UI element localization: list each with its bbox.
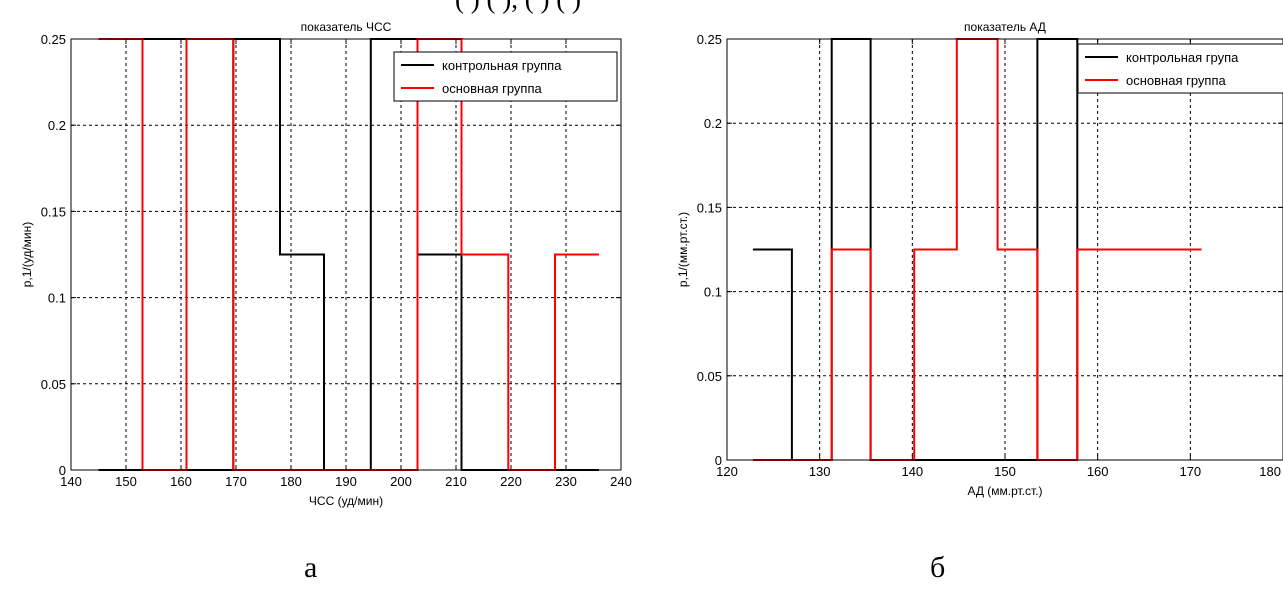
chart-2 bbox=[726, 38, 1283, 461]
legend-label: основная группа bbox=[1126, 73, 1227, 88]
legend-box bbox=[393, 51, 618, 102]
y-tick-label: 0.15 bbox=[697, 200, 722, 215]
chart-title: показатель ЧСС bbox=[301, 20, 392, 34]
y-tick-label: 0.1 bbox=[704, 285, 722, 300]
x-tick-label: 170 bbox=[225, 474, 247, 489]
x-tick-label: 210 bbox=[445, 474, 467, 489]
x-tick-label: 160 bbox=[170, 474, 192, 489]
x-tick-label: 150 bbox=[994, 464, 1016, 479]
x-tick-label: 220 bbox=[500, 474, 522, 489]
header-text-fragment: ( ) ( ), ( ) ( ) bbox=[455, 0, 1215, 14]
x-tick-label: 120 bbox=[716, 464, 738, 479]
y-tick-label: 0.05 bbox=[41, 377, 66, 392]
y-tick-label: 0.15 bbox=[41, 204, 66, 219]
x-tick-label: 150 bbox=[115, 474, 137, 489]
x-tick-label: 140 bbox=[901, 464, 923, 479]
legend-label: основная группа bbox=[442, 81, 543, 96]
y-tick-label: 0.25 bbox=[697, 32, 722, 47]
y-tick-label: 0 bbox=[59, 463, 66, 478]
x-axis-label: АД (мм.рт.ст.) bbox=[967, 484, 1042, 498]
series-line-main bbox=[752, 38, 1202, 461]
x-tick-label: 240 bbox=[610, 474, 632, 489]
legend-box bbox=[1077, 43, 1283, 94]
x-tick-label: 130 bbox=[809, 464, 831, 479]
x-tick-label: 230 bbox=[555, 474, 577, 489]
y-tick-label: 0.25 bbox=[41, 32, 66, 47]
y-axis-label: p,1/(уд/мин) bbox=[20, 222, 34, 288]
x-tick-label: 170 bbox=[1179, 464, 1201, 479]
x-axis-label: ЧСС (уд/мин) bbox=[309, 494, 383, 508]
caption-a: а bbox=[304, 551, 318, 584]
y-tick-label: 0.2 bbox=[48, 118, 66, 133]
chart-1 bbox=[70, 38, 622, 471]
x-tick-label: 180 bbox=[280, 474, 302, 489]
y-tick-label: 0.2 bbox=[704, 116, 722, 131]
legend-label: контрольная группа bbox=[442, 58, 562, 73]
x-tick-label: 160 bbox=[1087, 464, 1109, 479]
caption-b: б bbox=[930, 551, 946, 584]
x-tick-label: 190 bbox=[335, 474, 357, 489]
y-tick-label: 0.1 bbox=[48, 291, 66, 306]
x-tick-label: 180 bbox=[1259, 464, 1281, 479]
x-tick-label: 140 bbox=[60, 474, 82, 489]
legend-label: контрольная група bbox=[1126, 50, 1239, 65]
y-tick-label: 0.05 bbox=[697, 369, 722, 384]
series-line-main bbox=[98, 38, 599, 471]
series-line-control bbox=[98, 38, 599, 471]
y-tick-label: 0 bbox=[715, 453, 722, 468]
y-axis-label: p,1/(мм.рт.ст.) bbox=[676, 212, 690, 287]
chart-title: показатель АД bbox=[964, 20, 1046, 34]
x-tick-label: 200 bbox=[390, 474, 412, 489]
